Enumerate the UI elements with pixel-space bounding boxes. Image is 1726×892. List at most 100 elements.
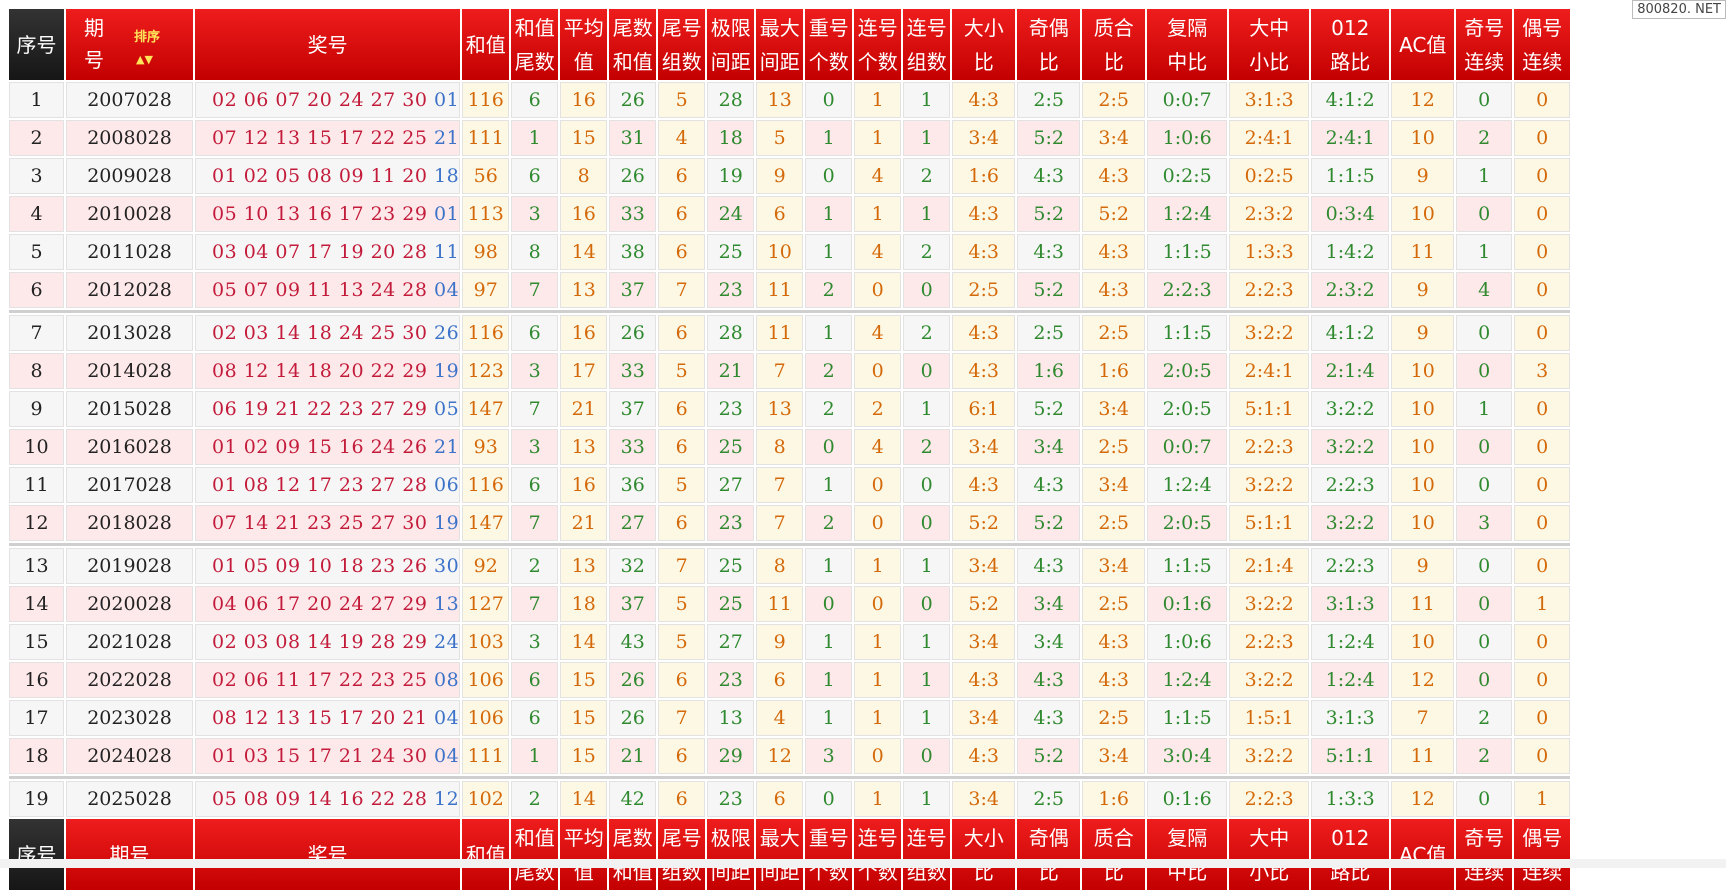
cell-stat: 6 bbox=[756, 196, 804, 232]
table-row[interactable]: 5 2011028 03 04 07 17 19 20 28 11 98 8 14 38 6 2… bbox=[9, 234, 1571, 270]
cell-stat: 2:5 bbox=[1082, 586, 1146, 622]
cell-stat: 2:2:3 bbox=[1229, 624, 1310, 660]
cell-stat: 0 bbox=[854, 353, 902, 389]
table-row[interactable]: 4 2010028 05 10 13 16 17 23 29 01 113 3 16 33 6… bbox=[9, 196, 1571, 232]
cell-stat: 5:2 bbox=[952, 586, 1016, 622]
col-odd-consec: 奇号 连续 bbox=[1456, 9, 1513, 80]
table-row[interactable]: 3 2009028 01 02 05 08 09 11 20 18 56 6 8 26 6 19… bbox=[9, 158, 1571, 194]
cell-stat: 7 bbox=[511, 586, 559, 622]
table-row[interactable]: 7 2013028 02 03 14 18 24 25 30 26 116 6 16 26 6… bbox=[9, 315, 1571, 351]
foot-ac: AC值 bbox=[1391, 819, 1455, 890]
table-row[interactable]: 10 2016028 01 02 09 15 16 24 26 21 93 3 13 33 6… bbox=[9, 429, 1571, 465]
blue-ball: 24 bbox=[434, 631, 460, 653]
table-row[interactable]: 19 2025028 05 08 09 14 16 22 28 12 102 2 14 42… bbox=[9, 781, 1571, 817]
cell-stat: 4:3 bbox=[952, 738, 1016, 774]
cell-stat: 2 bbox=[805, 272, 853, 308]
cell-stat: 5:2 bbox=[1017, 505, 1081, 541]
cell-stat: 0:1:6 bbox=[1147, 781, 1228, 817]
cell-stat: 5:2 bbox=[1017, 391, 1081, 427]
cell-stat: 6 bbox=[511, 467, 559, 503]
table-row[interactable]: 13 2019028 01 05 09 10 18 23 26 30 92 2 13 32 7… bbox=[9, 548, 1571, 584]
cell-stat: 6:1 bbox=[952, 391, 1016, 427]
sort-arrows-icon[interactable]: ▲▼ bbox=[136, 53, 153, 66]
cell-stat: 1 bbox=[805, 662, 853, 698]
cell-stat: 3 bbox=[511, 196, 559, 232]
cell-stat: 1:3:3 bbox=[1229, 234, 1310, 270]
cell-stat: 1 bbox=[805, 196, 853, 232]
cell-stat: 25 bbox=[707, 234, 755, 270]
cell-stat: 11 bbox=[1391, 586, 1455, 622]
cell-stat: 2:2:3 bbox=[1229, 272, 1310, 308]
table-row[interactable]: 16 2022028 02 06 11 17 22 23 25 08 106 6 15 26… bbox=[9, 662, 1571, 698]
cell-seq: 2 bbox=[9, 120, 64, 156]
cell-stat: 32 bbox=[609, 548, 657, 584]
table-row[interactable]: 1 2007028 02 06 07 20 24 27 30 01 116 6 16 26 5… bbox=[9, 82, 1571, 118]
cell-stat: 1:0:6 bbox=[1147, 120, 1228, 156]
col-period[interactable]: 期 号 排序 ▲▼ bbox=[66, 9, 193, 80]
cell-numbers: 05 07 09 11 13 24 28 04 bbox=[195, 272, 461, 308]
cell-period: 2015028 bbox=[66, 391, 193, 427]
cell-stat: 2:0:5 bbox=[1147, 391, 1228, 427]
table-row[interactable]: 11 2017028 01 08 12 17 23 27 28 06 116 6 16 36… bbox=[9, 467, 1571, 503]
cell-stat: 2 bbox=[805, 391, 853, 427]
cell-stat: 23 bbox=[707, 505, 755, 541]
table-row[interactable]: 14 2020028 04 06 17 20 24 27 29 13 127 7 18 37… bbox=[9, 586, 1571, 622]
cell-stat: 1 bbox=[854, 548, 902, 584]
red-balls: 01 02 09 15 16 24 26 bbox=[212, 436, 428, 458]
cell-stat: 3:4 bbox=[952, 429, 1016, 465]
blue-ball: 19 bbox=[434, 512, 460, 534]
sort-button[interactable]: 排序 bbox=[134, 30, 161, 45]
cell-seq: 1 bbox=[9, 82, 64, 118]
table-row[interactable]: 18 2024028 01 03 15 17 21 24 30 04 111 1 15 21… bbox=[9, 738, 1571, 774]
cell-numbers: 01 02 09 15 16 24 26 21 bbox=[195, 429, 461, 465]
cell-stat: 6 bbox=[756, 781, 804, 817]
table-row[interactable]: 17 2023028 08 12 13 15 17 20 21 04 106 6 15 26… bbox=[9, 700, 1571, 736]
cell-stat: 10 bbox=[1391, 196, 1455, 232]
cell-stat: 7 bbox=[756, 505, 804, 541]
table-row[interactable]: 9 2015028 06 19 21 22 23 27 29 05 147 7 21 37 6… bbox=[9, 391, 1571, 427]
cell-stat: 0 bbox=[1514, 315, 1571, 351]
cell-stat: 25 bbox=[707, 548, 755, 584]
cell-stat: 1 bbox=[805, 120, 853, 156]
cell-stat: 5 bbox=[756, 120, 804, 156]
cell-stat: 16 bbox=[560, 467, 608, 503]
cell-stat: 0:2:5 bbox=[1147, 158, 1228, 194]
cell-sum: 111 bbox=[462, 738, 510, 774]
cell-stat: 4:3 bbox=[1017, 548, 1081, 584]
cell-stat: 2:5 bbox=[1017, 82, 1081, 118]
table-row[interactable]: 2 2008028 07 12 13 15 17 22 25 21 111 1 15 31 4… bbox=[9, 120, 1571, 156]
col-prime: 质合比 bbox=[1082, 9, 1146, 80]
table-row[interactable]: 15 2021028 02 03 08 14 19 28 29 24 103 3 14 43… bbox=[9, 624, 1571, 660]
cell-numbers: 02 03 14 18 24 25 30 26 bbox=[195, 315, 461, 351]
cell-stat: 1 bbox=[1456, 391, 1513, 427]
cell-stat: 6 bbox=[658, 738, 706, 774]
cell-stat: 0 bbox=[854, 738, 902, 774]
cell-sum: 147 bbox=[462, 391, 510, 427]
col-avg: 平均值 bbox=[560, 9, 608, 80]
cell-stat: 0 bbox=[1514, 391, 1571, 427]
cell-stat: 1 bbox=[1456, 234, 1513, 270]
cell-stat: 0 bbox=[854, 467, 902, 503]
cell-stat: 0 bbox=[1456, 624, 1513, 660]
cell-stat: 16 bbox=[560, 82, 608, 118]
cell-stat: 4:3 bbox=[1017, 467, 1081, 503]
cell-stat: 5 bbox=[658, 353, 706, 389]
cell-numbers: 02 06 07 20 24 27 30 01 bbox=[195, 82, 461, 118]
cell-stat: 4:3 bbox=[1017, 234, 1081, 270]
foot-seq: 序号 bbox=[9, 819, 64, 890]
cell-stat: 12 bbox=[1391, 662, 1455, 698]
red-balls: 07 14 21 23 25 27 30 bbox=[212, 512, 428, 534]
blue-ball: 01 bbox=[434, 203, 460, 225]
table-row[interactable]: 8 2014028 08 12 14 18 20 22 29 19 123 3 17 33 5… bbox=[9, 353, 1571, 389]
blue-ball: 11 bbox=[434, 241, 460, 263]
cell-stat: 37 bbox=[609, 272, 657, 308]
cell-stat: 1:0:6 bbox=[1147, 624, 1228, 660]
cell-stat: 4 bbox=[854, 315, 902, 351]
cell-stat: 0 bbox=[1514, 662, 1571, 698]
cell-stat: 14 bbox=[560, 781, 608, 817]
cell-stat: 0 bbox=[1456, 662, 1513, 698]
table-row[interactable]: 6 2012028 05 07 09 11 13 24 28 04 97 7 13 37 7 2… bbox=[9, 272, 1571, 308]
table-row[interactable]: 12 2018028 07 14 21 23 25 27 30 19 147 7 21 27… bbox=[9, 505, 1571, 541]
cell-stat: 0 bbox=[805, 586, 853, 622]
cell-stat: 2:2:3 bbox=[1229, 429, 1310, 465]
